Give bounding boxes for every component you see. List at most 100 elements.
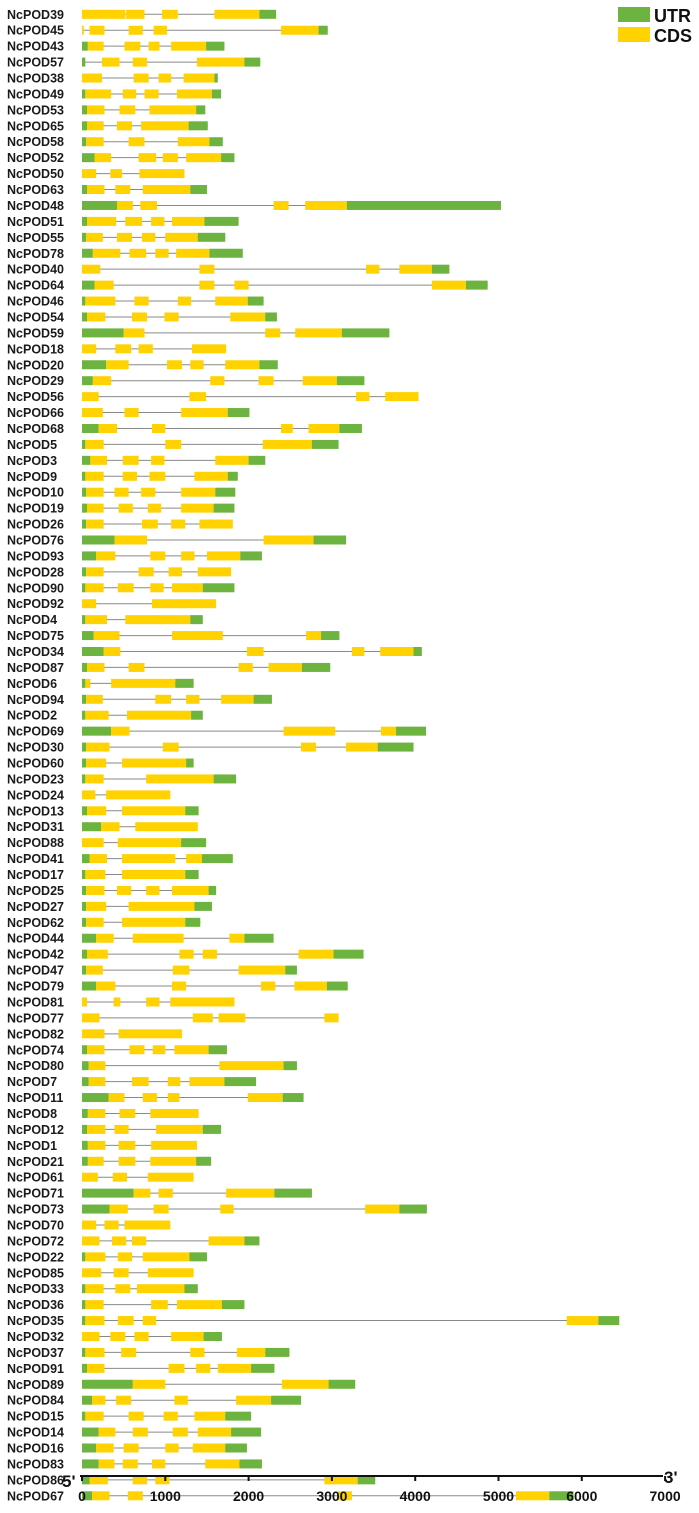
gene-label: NcPOD18 (7, 342, 64, 356)
cds-segment (87, 41, 104, 51)
gene-row: NcPOD2 (7, 709, 203, 723)
utr-segment (197, 232, 226, 242)
cds-segment (194, 1411, 226, 1421)
utr-segment (82, 137, 87, 147)
gene-row: NcPOD5 (7, 438, 339, 452)
cds-segment (186, 153, 222, 163)
cds-segment (92, 248, 121, 258)
cds-segment (85, 615, 107, 625)
utr-segment (251, 1363, 275, 1373)
gene-row: NcPOD87 (7, 661, 331, 675)
gene-label: NcPOD26 (7, 518, 64, 532)
cds-segment (89, 1475, 108, 1485)
utr-segment (186, 758, 194, 768)
cds-segment (82, 1013, 100, 1023)
utr-segment (181, 838, 207, 848)
gene-label: NcPOD92 (7, 597, 64, 611)
utr-segment (265, 1347, 290, 1357)
cds-segment (123, 1443, 139, 1453)
utr-segment (82, 1379, 133, 1389)
gene-row: NcPOD15 (7, 1410, 252, 1424)
utr-segment (274, 1188, 312, 1198)
cds-segment (346, 742, 378, 752)
cds-segment (176, 89, 212, 99)
cds-segment (165, 232, 198, 242)
utr-segment (82, 216, 87, 226)
cds-segment (132, 1475, 147, 1485)
utr-segment (227, 471, 238, 481)
cds-segment (380, 647, 414, 656)
cds-segment (144, 89, 159, 99)
cds-segment (124, 408, 139, 418)
utr-segment (341, 328, 390, 338)
utr-segment (206, 41, 225, 51)
utr-segment (82, 280, 95, 290)
gene-row: NcPOD32 (7, 1330, 222, 1344)
cds-segment (91, 1491, 110, 1501)
utr-segment (82, 232, 87, 242)
gene-label: NcPOD11 (7, 1091, 63, 1105)
cds-segment (86, 519, 104, 529)
utr-segment (259, 360, 278, 370)
gene-row: NcPOD29 (7, 374, 365, 388)
utr-segment (326, 981, 348, 991)
legend: UTR CDS (618, 6, 692, 46)
cds-segment (158, 1188, 173, 1198)
cds-segment (125, 216, 142, 226)
cds-segment (94, 280, 114, 290)
gene-row: NcPOD90 (7, 581, 235, 595)
cds-segment (196, 1363, 211, 1373)
cds-segment (132, 57, 147, 67)
gene-row: NcPOD56 (7, 390, 419, 404)
cds-segment (176, 248, 210, 258)
cds-segment (118, 503, 133, 513)
cds-segment (305, 200, 347, 210)
cds-segment (131, 312, 147, 322)
gene-label: NcPOD34 (7, 645, 64, 659)
cds-segment (86, 232, 103, 242)
cds-segment (190, 360, 204, 370)
cds-segment (111, 726, 130, 736)
cds-segment (199, 264, 215, 274)
utr-segment (82, 615, 86, 625)
cds-segment (98, 1427, 116, 1437)
utr-segment (82, 662, 87, 672)
cds-segment (171, 519, 186, 529)
utr-segment (549, 1491, 574, 1501)
utr-segment (82, 360, 107, 370)
utr-segment (82, 647, 104, 656)
gene-label: NcPOD22 (7, 1250, 64, 1264)
utr-segment (82, 631, 94, 641)
utr-segment (82, 917, 87, 927)
utr-segment (203, 1331, 222, 1341)
utr-segment (82, 519, 87, 529)
gene-row: NcPOD24 (7, 788, 171, 802)
legend-utr-label: UTR (654, 6, 691, 26)
cds-segment (155, 1475, 170, 1485)
gene-row: NcPOD26 (7, 518, 233, 532)
utr-segment (213, 774, 237, 784)
cds-segment (238, 662, 253, 672)
cds-segment (166, 360, 182, 370)
gene-label: NcPOD2 (7, 709, 57, 723)
cds-segment (87, 1140, 106, 1150)
utr-segment (265, 312, 277, 322)
utr-segment (82, 1443, 97, 1453)
cds-segment (82, 1220, 97, 1230)
cds-segment (261, 981, 276, 991)
cds-segment (161, 9, 178, 19)
gene-row: NcPOD40 (7, 263, 450, 277)
gene-row: NcPOD20 (7, 358, 278, 372)
utr-segment (396, 726, 427, 736)
cds-segment (117, 1316, 134, 1326)
utr-segment (333, 949, 364, 959)
utr-segment (82, 471, 86, 481)
cds-segment (119, 1108, 136, 1118)
gene-label: NcPOD10 (7, 486, 64, 500)
cds-segment (82, 169, 97, 179)
gene-row: NcPOD30 (7, 741, 414, 755)
cds-segment (177, 137, 210, 147)
gene-row: NcPOD85 (7, 1266, 194, 1280)
cds-segment (281, 1379, 329, 1389)
cds-segment (85, 870, 106, 880)
